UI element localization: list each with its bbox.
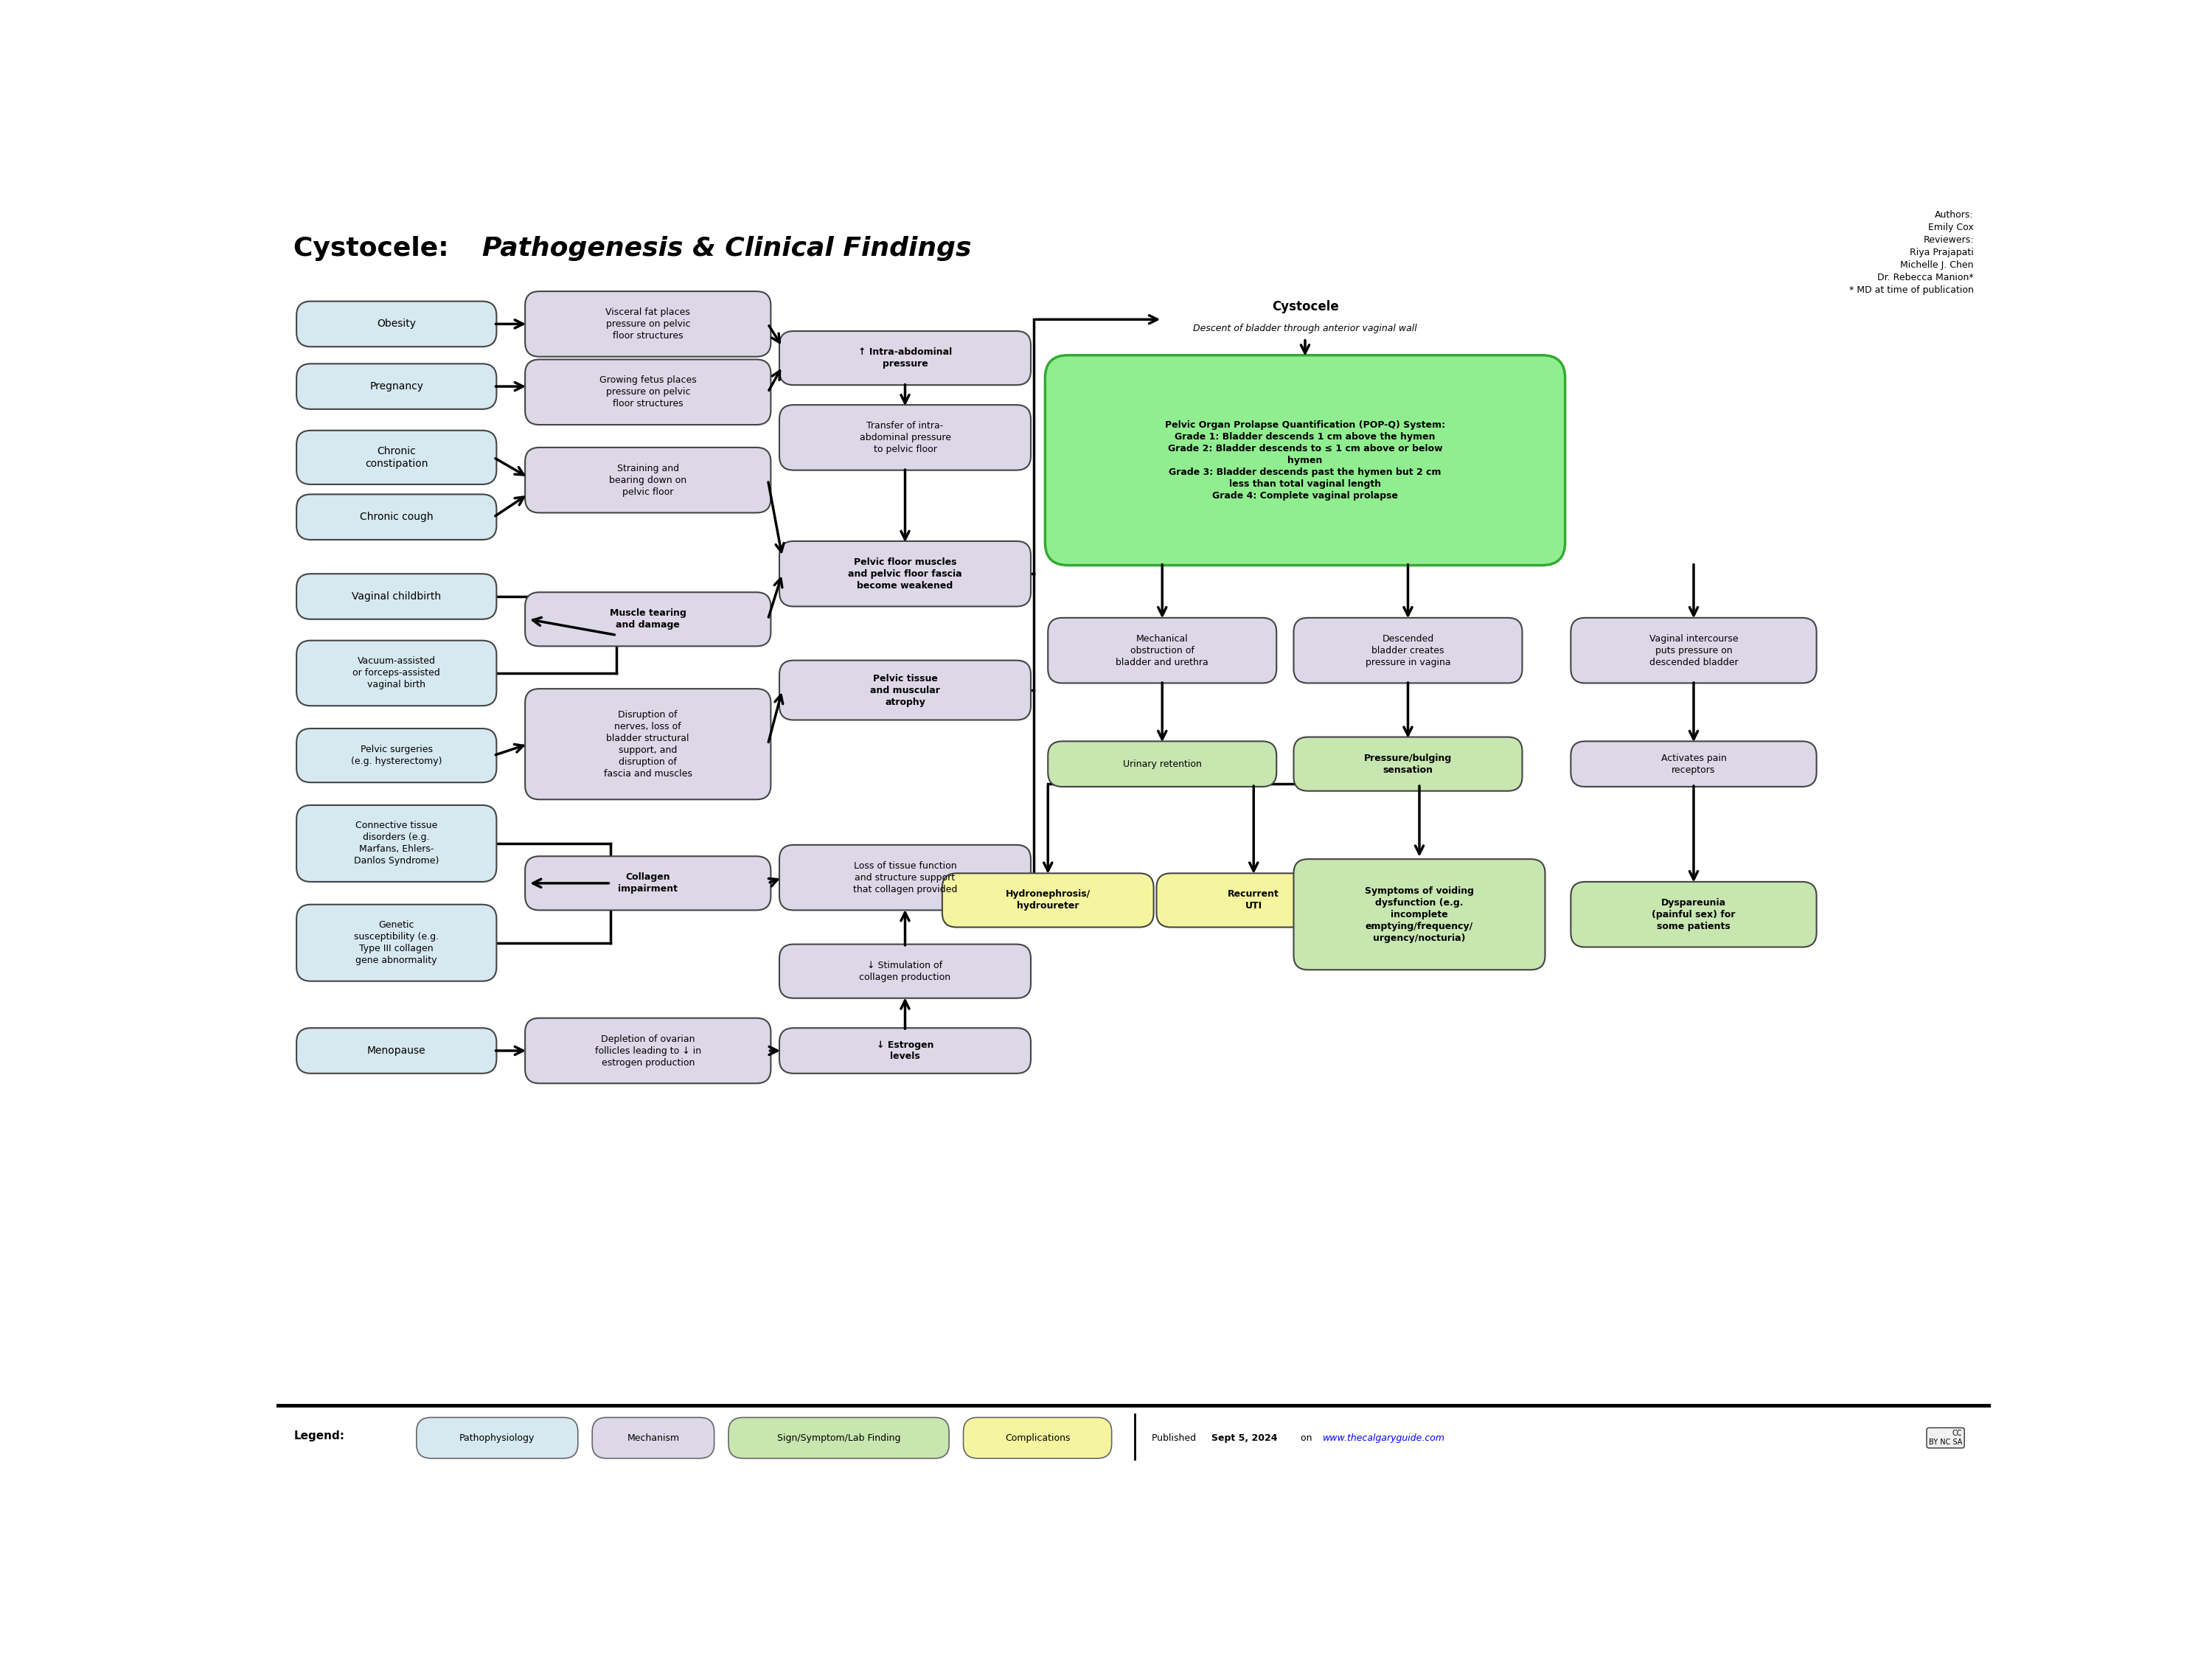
Text: Pathogenesis & Clinical Findings: Pathogenesis & Clinical Findings xyxy=(482,236,971,260)
Text: Transfer of intra-
abdominal pressure
to pelvic floor: Transfer of intra- abdominal pressure to… xyxy=(858,421,951,455)
FancyBboxPatch shape xyxy=(524,360,770,425)
Text: Descent of bladder through anterior vaginal wall: Descent of bladder through anterior vagi… xyxy=(1192,324,1418,333)
FancyBboxPatch shape xyxy=(964,1417,1113,1458)
FancyBboxPatch shape xyxy=(1294,737,1522,791)
Text: ↓ Stimulation of
collagen production: ↓ Stimulation of collagen production xyxy=(858,961,951,982)
FancyBboxPatch shape xyxy=(296,1029,495,1073)
Text: Disruption of
nerves, loss of
bladder structural
support, and
disruption of
fasc: Disruption of nerves, loss of bladder st… xyxy=(604,710,692,778)
Text: Cystocele:: Cystocele: xyxy=(294,236,458,260)
FancyBboxPatch shape xyxy=(524,292,770,357)
Text: Loss of tissue function
and structure support
that collagen provided: Loss of tissue function and structure su… xyxy=(854,861,958,894)
Text: Obesity: Obesity xyxy=(376,319,416,328)
Text: Pelvic surgeries
(e.g. hysterectomy): Pelvic surgeries (e.g. hysterectomy) xyxy=(352,745,442,766)
FancyBboxPatch shape xyxy=(296,728,495,783)
Text: ↑ Intra-abdominal
pressure: ↑ Intra-abdominal pressure xyxy=(858,347,951,368)
FancyBboxPatch shape xyxy=(942,873,1155,927)
Text: Collagen
impairment: Collagen impairment xyxy=(617,873,677,894)
Text: Muscle tearing
and damage: Muscle tearing and damage xyxy=(611,609,686,630)
FancyBboxPatch shape xyxy=(1048,742,1276,786)
Text: Hydronephrosis/
hydroureter: Hydronephrosis/ hydroureter xyxy=(1006,889,1091,911)
FancyBboxPatch shape xyxy=(1571,617,1816,684)
Text: Authors:
Emily Cox
Reviewers:
Riya Prajapati
Michelle J. Chen
Dr. Rebecca Manion: Authors: Emily Cox Reviewers: Riya Praja… xyxy=(1849,211,1973,295)
Text: Connective tissue
disorders (e.g.
Marfans, Ehlers-
Danlos Syndrome): Connective tissue disorders (e.g. Marfan… xyxy=(354,821,438,866)
FancyBboxPatch shape xyxy=(593,1417,714,1458)
Text: Vacuum-assisted
or forceps-assisted
vaginal birth: Vacuum-assisted or forceps-assisted vagi… xyxy=(352,657,440,690)
Text: Visceral fat places
pressure on pelvic
floor structures: Visceral fat places pressure on pelvic f… xyxy=(606,307,690,340)
FancyBboxPatch shape xyxy=(524,688,770,800)
Text: Depletion of ovarian
follicles leading to ↓ in
estrogen production: Depletion of ovarian follicles leading t… xyxy=(595,1034,701,1067)
FancyBboxPatch shape xyxy=(779,332,1031,385)
FancyBboxPatch shape xyxy=(296,302,495,347)
FancyBboxPatch shape xyxy=(296,363,495,410)
FancyBboxPatch shape xyxy=(296,805,495,883)
FancyBboxPatch shape xyxy=(1571,742,1816,786)
Text: Chronic cough: Chronic cough xyxy=(361,513,434,523)
FancyBboxPatch shape xyxy=(296,640,495,705)
FancyBboxPatch shape xyxy=(416,1417,577,1458)
Text: on: on xyxy=(1298,1433,1314,1443)
FancyBboxPatch shape xyxy=(1294,617,1522,684)
Text: Activates pain
receptors: Activates pain receptors xyxy=(1661,753,1725,775)
Text: Pathophysiology: Pathophysiology xyxy=(460,1433,535,1443)
Text: Recurrent
UTI: Recurrent UTI xyxy=(1228,889,1279,911)
FancyBboxPatch shape xyxy=(779,660,1031,720)
Text: Mechanical
obstruction of
bladder and urethra: Mechanical obstruction of bladder and ur… xyxy=(1115,634,1208,667)
Text: Genetic
susceptibility (e.g.
Type III collagen
gene abnormality: Genetic susceptibility (e.g. Type III co… xyxy=(354,921,438,966)
FancyBboxPatch shape xyxy=(1048,617,1276,684)
Text: Vaginal intercourse
puts pressure on
descended bladder: Vaginal intercourse puts pressure on des… xyxy=(1650,634,1739,667)
FancyBboxPatch shape xyxy=(1157,873,1352,927)
Text: Symptoms of voiding
dysfunction (e.g.
incomplete
emptying/frequency/
urgency/noc: Symptoms of voiding dysfunction (e.g. in… xyxy=(1365,886,1473,942)
Text: www.thecalgaryguide.com: www.thecalgaryguide.com xyxy=(1323,1433,1444,1443)
Text: Pelvic Organ Prolapse Quantification (POP-Q) System:
Grade 1: Bladder descends 1: Pelvic Organ Prolapse Quantification (PO… xyxy=(1166,420,1444,501)
Text: CC
BY NC SA: CC BY NC SA xyxy=(1929,1430,1962,1447)
Text: Cystocele: Cystocele xyxy=(1272,300,1338,314)
Text: Legend:: Legend: xyxy=(294,1430,345,1442)
FancyBboxPatch shape xyxy=(779,1029,1031,1073)
FancyBboxPatch shape xyxy=(779,944,1031,999)
FancyBboxPatch shape xyxy=(779,844,1031,911)
Text: Pressure/bulging
sensation: Pressure/bulging sensation xyxy=(1365,753,1451,775)
Text: Chronic
constipation: Chronic constipation xyxy=(365,446,429,469)
Text: Sign/Symptom/Lab Finding: Sign/Symptom/Lab Finding xyxy=(776,1433,900,1443)
Text: Vaginal childbirth: Vaginal childbirth xyxy=(352,591,440,602)
FancyBboxPatch shape xyxy=(524,1019,770,1083)
FancyBboxPatch shape xyxy=(779,541,1031,607)
Text: Dyspareunia
(painful sex) for
some patients: Dyspareunia (painful sex) for some patie… xyxy=(1652,898,1736,931)
Text: Straining and
bearing down on
pelvic floor: Straining and bearing down on pelvic flo… xyxy=(608,463,686,496)
Text: Pelvic tissue
and muscular
atrophy: Pelvic tissue and muscular atrophy xyxy=(869,674,940,707)
FancyBboxPatch shape xyxy=(1044,355,1566,566)
Text: Menopause: Menopause xyxy=(367,1045,427,1055)
FancyBboxPatch shape xyxy=(728,1417,949,1458)
Text: Sept 5, 2024: Sept 5, 2024 xyxy=(1212,1433,1279,1443)
FancyBboxPatch shape xyxy=(524,856,770,911)
Text: Pregnancy: Pregnancy xyxy=(369,382,422,392)
FancyBboxPatch shape xyxy=(524,448,770,513)
Text: Published: Published xyxy=(1152,1433,1199,1443)
FancyBboxPatch shape xyxy=(779,405,1031,469)
FancyBboxPatch shape xyxy=(524,592,770,647)
Text: Complications: Complications xyxy=(1004,1433,1071,1443)
FancyBboxPatch shape xyxy=(296,430,495,484)
FancyBboxPatch shape xyxy=(296,494,495,539)
FancyBboxPatch shape xyxy=(296,904,495,980)
Text: Growing fetus places
pressure on pelvic
floor structures: Growing fetus places pressure on pelvic … xyxy=(599,375,697,408)
Text: Urinary retention: Urinary retention xyxy=(1124,760,1201,768)
FancyBboxPatch shape xyxy=(1571,883,1816,947)
FancyBboxPatch shape xyxy=(1294,859,1544,971)
Text: Mechanism: Mechanism xyxy=(626,1433,679,1443)
Text: ↓ Estrogen
levels: ↓ Estrogen levels xyxy=(876,1040,933,1062)
FancyBboxPatch shape xyxy=(296,574,495,619)
Text: Pelvic floor muscles
and pelvic floor fascia
become weakened: Pelvic floor muscles and pelvic floor fa… xyxy=(847,557,962,591)
Text: Descended
bladder creates
pressure in vagina: Descended bladder creates pressure in va… xyxy=(1365,634,1451,667)
